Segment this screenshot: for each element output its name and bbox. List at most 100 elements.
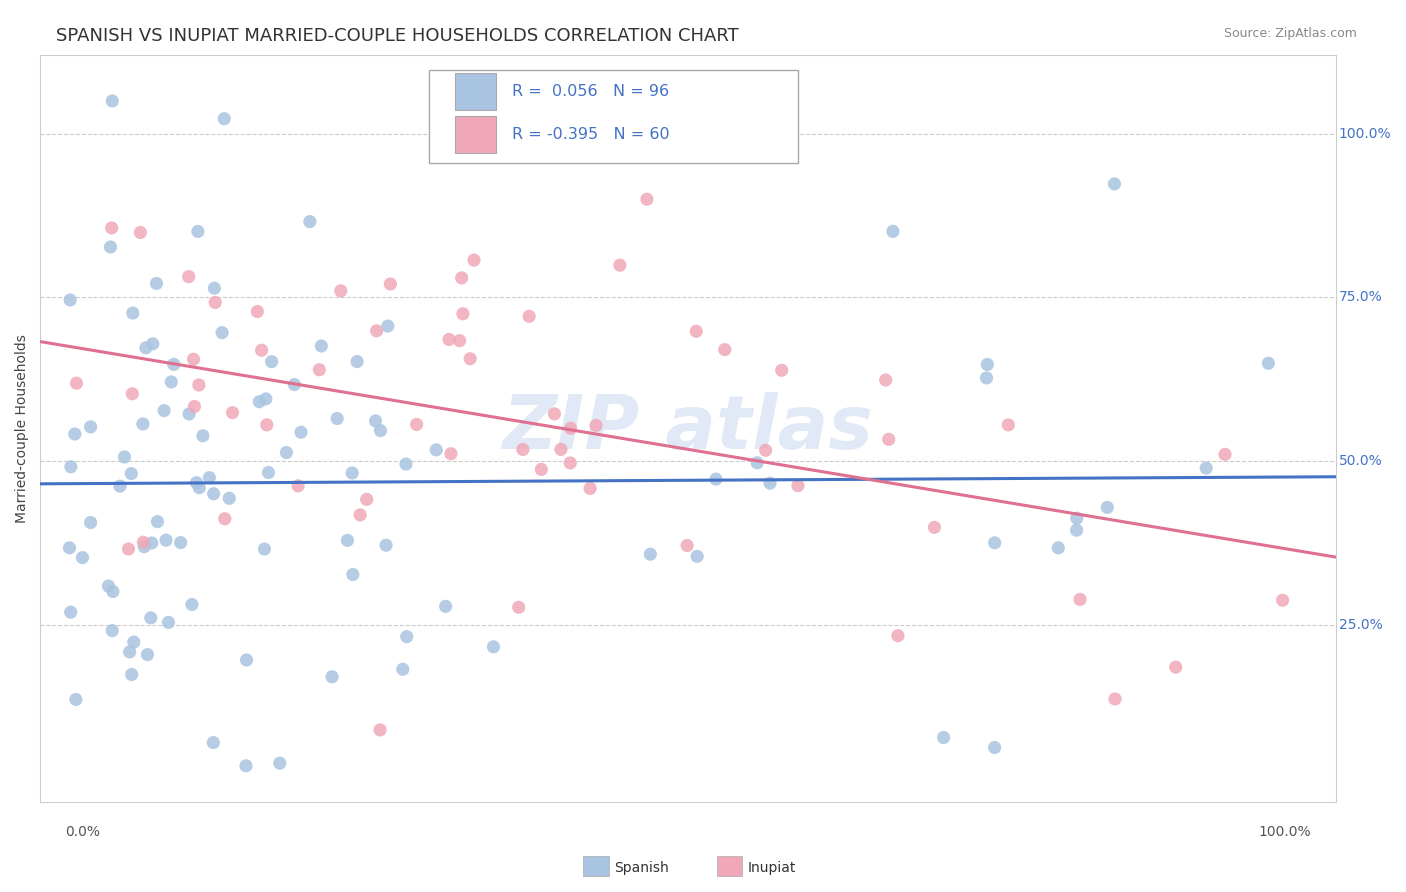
Point: [202, 487, 225, 501]
Point: [256, 417, 278, 432]
Point: [153, 403, 176, 417]
Point: [1066, 523, 1088, 537]
Point: [1047, 541, 1070, 555]
Point: [308, 363, 330, 377]
Text: Spanish: Spanish: [614, 861, 669, 875]
Point: [512, 442, 534, 457]
Point: [550, 442, 572, 457]
Point: [787, 478, 810, 492]
Point: [283, 377, 305, 392]
Point: [214, 512, 236, 526]
FancyBboxPatch shape: [429, 70, 799, 163]
Point: [377, 319, 399, 334]
Point: [135, 341, 157, 355]
Point: [685, 324, 707, 338]
Point: [101, 94, 124, 108]
Point: [882, 224, 904, 238]
Point: [380, 277, 402, 291]
Point: [183, 400, 205, 414]
Point: [121, 306, 143, 320]
Point: [155, 533, 177, 548]
Point: [163, 357, 186, 371]
Point: [342, 567, 364, 582]
Point: [63, 427, 86, 442]
Point: [375, 538, 398, 552]
Point: [450, 271, 472, 285]
Point: [560, 421, 582, 435]
Text: 100.0%: 100.0%: [1258, 825, 1312, 838]
Point: [434, 599, 457, 614]
Point: [585, 418, 607, 433]
Text: 75.0%: 75.0%: [1339, 291, 1382, 304]
Point: [235, 758, 257, 772]
Point: [395, 457, 418, 471]
FancyBboxPatch shape: [456, 73, 496, 111]
Point: [59, 459, 82, 474]
Point: [187, 224, 209, 238]
Point: [122, 635, 145, 649]
Point: [97, 579, 120, 593]
Point: [887, 629, 910, 643]
Point: [770, 363, 793, 377]
Point: [202, 735, 225, 749]
Point: [118, 645, 141, 659]
Point: [1195, 461, 1218, 475]
Point: [187, 378, 209, 392]
Point: [100, 240, 122, 254]
Point: [543, 407, 565, 421]
Point: [517, 310, 540, 324]
Point: [686, 549, 709, 564]
Point: [59, 605, 82, 619]
Point: [482, 640, 505, 654]
Point: [160, 375, 183, 389]
Point: [121, 667, 143, 681]
Point: [298, 214, 321, 228]
Point: [449, 334, 471, 348]
Point: [983, 740, 1005, 755]
Point: [260, 354, 283, 368]
Point: [366, 324, 388, 338]
Point: [120, 467, 142, 481]
Point: [114, 450, 136, 464]
Point: [932, 731, 955, 745]
Point: [59, 293, 82, 307]
Point: [211, 326, 233, 340]
Point: [1164, 660, 1187, 674]
Point: [1104, 692, 1126, 706]
Point: [188, 481, 211, 495]
Point: [134, 540, 156, 554]
Point: [198, 470, 221, 484]
Point: [530, 462, 553, 476]
Point: [1271, 593, 1294, 607]
Point: [117, 541, 139, 556]
Point: [640, 547, 662, 561]
Point: [340, 466, 363, 480]
Point: [186, 475, 208, 490]
Text: Inupiat: Inupiat: [748, 861, 796, 875]
Point: [121, 386, 143, 401]
Point: [101, 584, 124, 599]
Point: [169, 535, 191, 549]
Point: [79, 420, 101, 434]
Point: [246, 304, 269, 318]
Point: [79, 516, 101, 530]
Point: [346, 354, 368, 368]
Point: [221, 406, 243, 420]
Point: [180, 598, 202, 612]
Point: [704, 472, 727, 486]
Point: [356, 492, 378, 507]
Point: [463, 253, 485, 268]
Text: R =  0.056   N = 96: R = 0.056 N = 96: [512, 84, 669, 99]
Point: [276, 445, 298, 459]
Point: [759, 476, 782, 491]
Point: [349, 508, 371, 522]
Text: 50.0%: 50.0%: [1339, 454, 1382, 468]
Point: [425, 442, 447, 457]
Point: [997, 417, 1019, 432]
Point: [713, 343, 735, 357]
Point: [458, 351, 481, 366]
Point: [1097, 500, 1119, 515]
Point: [875, 373, 897, 387]
Text: Source: ZipAtlas.com: Source: ZipAtlas.com: [1223, 27, 1357, 40]
Point: [145, 277, 167, 291]
